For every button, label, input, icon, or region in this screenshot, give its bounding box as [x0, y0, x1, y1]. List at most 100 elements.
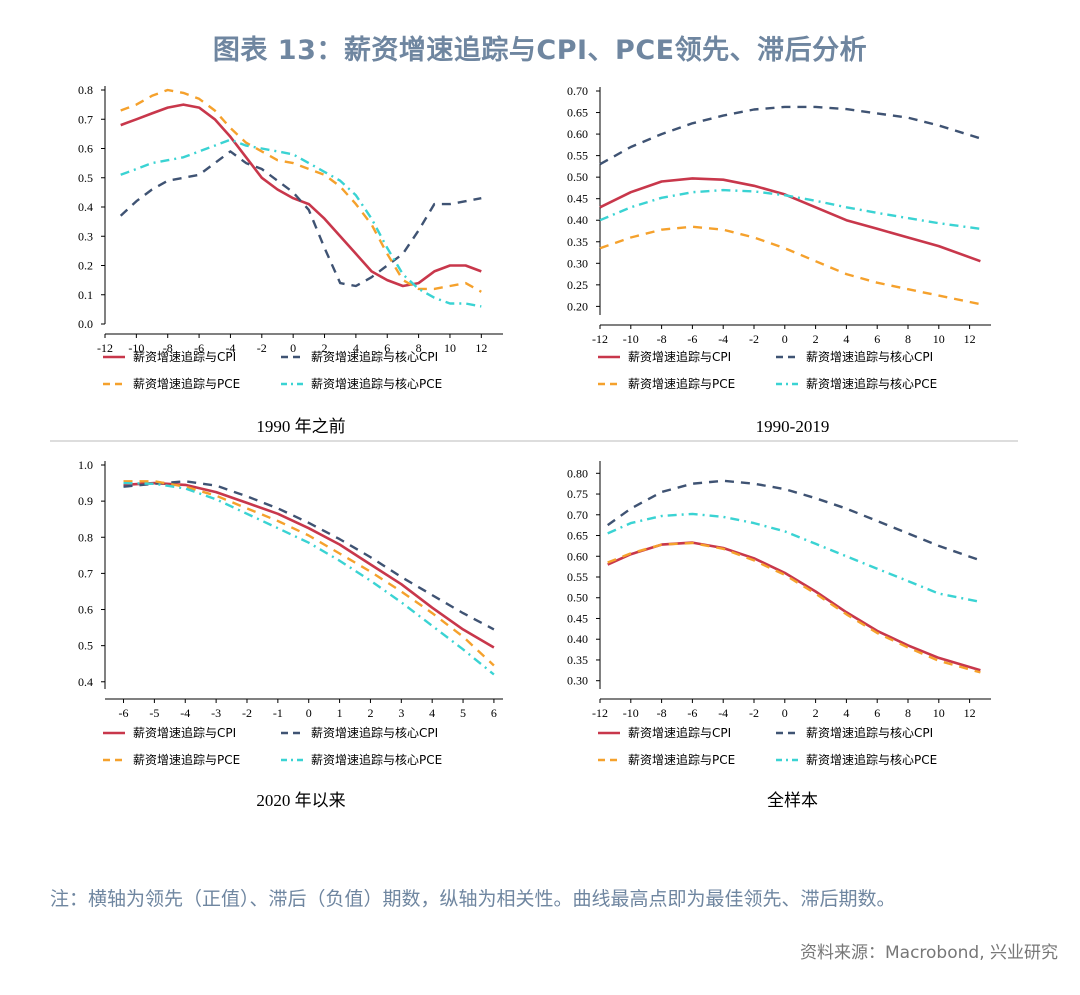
x-tick-label: 1: [337, 706, 343, 720]
x-tick-label: -2: [749, 706, 759, 720]
y-tick-label: 0.55: [567, 149, 588, 163]
x-tick-label: -1: [273, 706, 283, 720]
chart-panel-1: 0.0 0.1 0.2 0.3 0.4 0.5 0.6 0.7 0.8 -12 -10 -8 -6 -4 -…: [78, 83, 503, 436]
y-tick-label: 0.75: [567, 487, 588, 501]
y-tick-label: 0.70: [567, 84, 588, 98]
x-tick-label: -8: [657, 332, 667, 346]
series-line-core-cpi: [607, 479, 981, 562]
x-tick-label: -8: [657, 706, 667, 720]
y-tick-label: 0.40: [567, 213, 588, 227]
series-line-pce: [599, 225, 981, 306]
legend-label-core-cpi: 薪资增速追踪与核心CPI: [311, 725, 438, 740]
series-line-core-pce: [120, 138, 482, 308]
y-tick-label: 0.2: [78, 259, 93, 273]
y-tick-label: 0.50: [567, 170, 588, 184]
x-tick-label: 4: [843, 332, 849, 346]
chart-panel-3: 0.4 0.5 0.6 0.7 0.8 0.9 1.0 -6 -5 -4 -3 -2 -1 0 1 2 3 4 5 6…: [78, 458, 503, 810]
y-tick-label: 0.80: [567, 466, 588, 480]
y-tick-label: 0.35: [567, 653, 588, 667]
x-tick-label: 12: [475, 341, 487, 355]
x-tick-label: -2: [749, 332, 759, 346]
series-line-core-cpi: [123, 480, 495, 631]
y-tick-label: 0.35: [567, 235, 588, 249]
y-tick-label: 1.0: [78, 458, 93, 472]
series-line-core-pce: [607, 512, 981, 604]
chart-panel-2: 0.20 0.25 0.30 0.35 0.40 0.45 0.50 0.55 0.60 0.65…: [567, 84, 991, 436]
y-tick-label: 0.45: [567, 192, 588, 206]
x-tick-label: 8: [905, 332, 911, 346]
legend-label-cpi: 薪资增速追踪与CPI: [133, 725, 236, 740]
y-tick-label: 0.8: [78, 83, 93, 97]
legend-label-core-cpi: 薪资增速追踪与核心CPI: [311, 349, 438, 364]
panel-caption: 全样本: [767, 791, 818, 810]
x-tick-label: -12: [592, 706, 608, 720]
series-line-core-cpi: [599, 105, 981, 166]
x-tick-label: 12: [964, 332, 976, 346]
legend-label-core-pce: 薪资增速追踪与核心PCE: [311, 752, 442, 767]
x-tick-label: -2: [242, 706, 252, 720]
x-tick-label: 6: [384, 341, 390, 355]
page-title: 图表 13：薪资增速追踪与CPI、PCE领先、滞后分析: [212, 35, 868, 66]
y-tick-label: 0.30: [567, 256, 588, 270]
legend-label-cpi: 薪资增速追踪与CPI: [133, 349, 236, 364]
series-line-pce: [120, 88, 482, 293]
source-text: 资料来源：Macrobond, 兴业研究: [799, 943, 1058, 963]
y-tick-label: 0.1: [78, 288, 93, 302]
footnote: 注：横轴为领先（正值）、滞后（负值）期数，纵轴为相关性。曲线最高点即为最佳领先、…: [50, 888, 896, 910]
y-tick-label: 0.45: [567, 611, 588, 625]
x-tick-label: 2: [322, 341, 328, 355]
x-tick-label: 4: [843, 706, 849, 720]
y-tick-label: 0.7: [78, 566, 93, 580]
y-tick-label: 0.20: [567, 299, 588, 313]
x-tick-label: -5: [149, 706, 159, 720]
legend-label-pce: 薪资增速追踪与PCE: [628, 376, 735, 391]
y-tick-label: 0.7: [78, 112, 93, 126]
y-tick-label: 0.60: [567, 549, 588, 563]
x-tick-label: -3: [211, 706, 221, 720]
x-tick-label: -4: [225, 341, 235, 355]
x-tick-label: -4: [180, 706, 190, 720]
series-line-cpi: [607, 541, 981, 672]
y-tick-label: 0.9: [78, 494, 93, 508]
legend-label-pce: 薪资增速追踪与PCE: [133, 752, 240, 767]
x-tick-label: -4: [718, 706, 728, 720]
series-line-cpi: [123, 481, 495, 649]
x-tick-label: 8: [905, 706, 911, 720]
x-tick-label: 4: [353, 341, 359, 355]
x-tick-label: -10: [623, 332, 639, 346]
y-tick-label: 0.5: [78, 639, 93, 653]
x-tick-label: 3: [398, 706, 404, 720]
x-tick-label: 0: [782, 332, 788, 346]
x-tick-label: 0: [782, 706, 788, 720]
x-tick-label: -8: [163, 341, 173, 355]
x-tick-label: 2: [813, 706, 819, 720]
legend-label-core-pce: 薪资增速追踪与核心PCE: [806, 376, 937, 391]
y-tick-label: 0.50: [567, 591, 588, 605]
x-tick-label: -4: [718, 332, 728, 346]
x-tick-label: 6: [874, 706, 880, 720]
y-tick-label: 0.40: [567, 632, 588, 646]
legend-label-core-cpi: 薪资增速追踪与核心CPI: [806, 725, 933, 740]
panel-caption: 1990-2019: [756, 417, 830, 436]
y-tick-label: 0.65: [567, 106, 588, 120]
y-tick-label: 0.70: [567, 508, 588, 522]
y-tick-label: 0.60: [567, 127, 588, 141]
y-tick-label: 0.5: [78, 171, 93, 185]
legend-label-cpi: 薪资增速追踪与CPI: [628, 725, 731, 740]
series-line-core-cpi: [119, 150, 482, 288]
y-tick-label: 0.6: [78, 142, 93, 156]
series-line-core-pce: [599, 188, 981, 230]
x-tick-label: -12: [97, 341, 113, 355]
x-tick-label: 8: [416, 341, 422, 355]
x-tick-label: 12: [964, 706, 976, 720]
y-tick-label: 0.3: [78, 229, 93, 243]
series-line-cpi: [120, 103, 482, 288]
legend-label-pce: 薪资增速追踪与PCE: [133, 376, 240, 391]
y-tick-label: 0.0: [78, 317, 93, 331]
chart-panel-4: 0.30 0.35 0.40 0.45 0.50 0.55 0.60 0.65 0.70 0.75…: [567, 461, 991, 810]
x-tick-label: -12: [592, 332, 608, 346]
x-tick-label: 5: [460, 706, 466, 720]
x-tick-label: 6: [874, 332, 880, 346]
x-tick-label: 6: [491, 706, 497, 720]
